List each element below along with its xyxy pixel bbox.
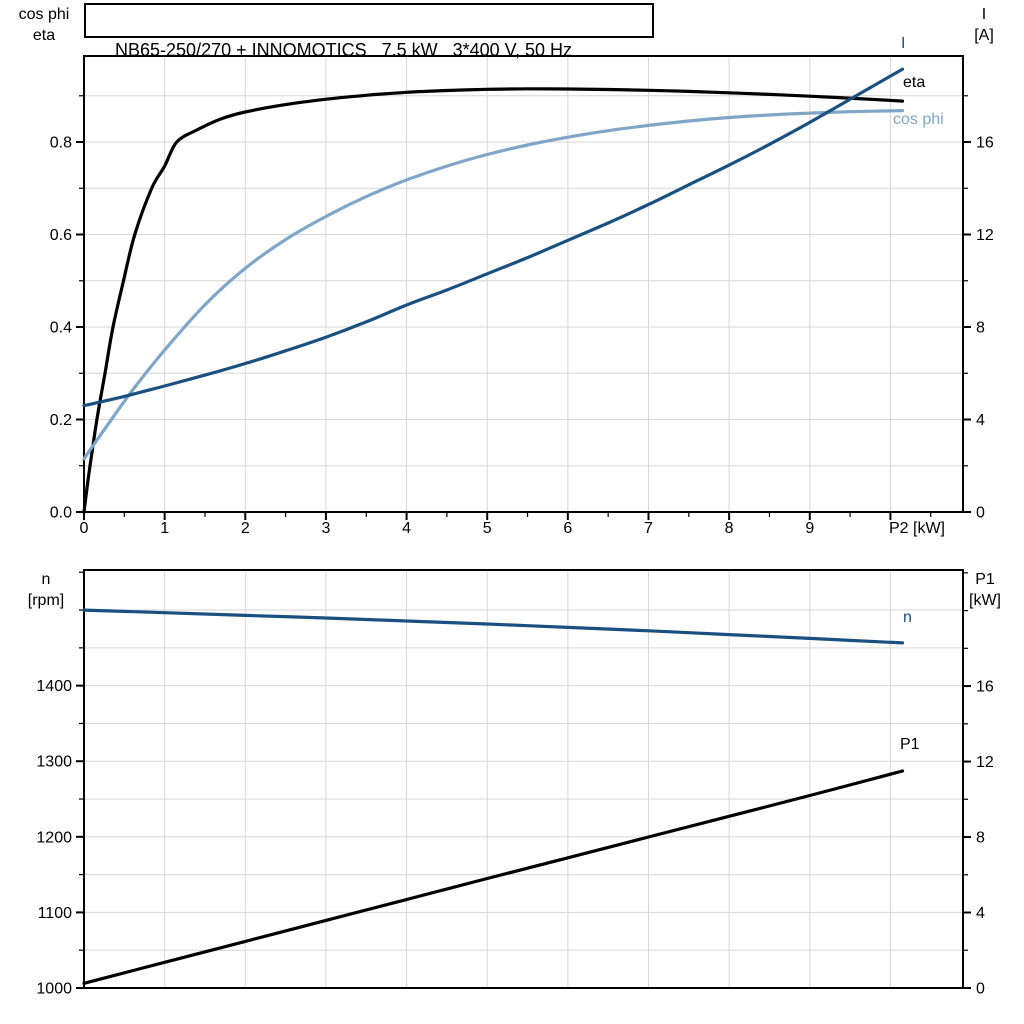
curve-eta xyxy=(82,87,905,514)
tick-label: 12 xyxy=(976,754,994,771)
tick-label: 0 xyxy=(976,981,985,998)
tick-label: 0.2 xyxy=(50,412,72,429)
curve-n xyxy=(82,608,905,645)
tick-label: 0.6 xyxy=(50,227,72,244)
tick-label: 0 xyxy=(976,505,985,522)
tick-label: 6 xyxy=(563,520,572,537)
curve-P1 xyxy=(82,769,905,985)
bottom-left-axis-title: n [rpm] xyxy=(8,569,84,611)
chart-title-box: NB65-250/270 + INNOMOTICS 7.5 kW 3*400 V… xyxy=(84,3,654,60)
tick-label: 16 xyxy=(976,135,994,152)
tick-label: 8 xyxy=(725,520,734,537)
axis-title-eta: eta xyxy=(32,27,56,44)
tick-label: 2 xyxy=(241,520,250,537)
chart-1-series xyxy=(82,608,905,985)
tick-label: 1000 xyxy=(36,981,72,998)
axis-title-current: I xyxy=(981,6,987,23)
tick-label: 1100 xyxy=(38,905,73,922)
tick-label: 0.0 xyxy=(50,505,72,522)
tick-label: 4 xyxy=(976,905,985,922)
chart-1-ticks: 1000 1100 1200 1300 1400 0 4 8 12 16 xyxy=(36,571,994,998)
tick-label: 1400 xyxy=(36,678,72,695)
curve-I xyxy=(82,67,905,408)
tick-label: 8 xyxy=(976,830,985,847)
axis-title-current-unit: [A] xyxy=(974,27,994,44)
tick-label: 0 xyxy=(80,520,89,537)
x-axis-title: P2 [kW] xyxy=(889,520,945,537)
top-left-axis-title: cos phi eta xyxy=(8,4,80,46)
tick-label: 9 xyxy=(805,520,814,537)
tick-label: 16 xyxy=(976,679,994,696)
tick-label: 0.4 xyxy=(50,320,72,337)
axis-title-speed-unit: [rpm] xyxy=(27,592,65,609)
tick-label: 1200 xyxy=(36,829,72,846)
tick-label: 5 xyxy=(483,520,492,537)
curve-cos-phi xyxy=(82,109,905,461)
axis-title-speed: n xyxy=(41,571,51,588)
axis-title-p1-unit: [kW] xyxy=(969,592,1001,609)
chart-1-frame xyxy=(83,569,964,989)
bottom-right-axis-title: P1 [kW] xyxy=(953,569,1017,611)
tick-label: 4 xyxy=(976,412,985,429)
tick-label: 1 xyxy=(160,520,169,537)
chart-title: NB65-250/270 + INNOMOTICS 7.5 kW 3*400 V… xyxy=(115,40,573,60)
tick-label: 7 xyxy=(644,520,653,537)
chart-0-series xyxy=(82,67,905,514)
top-right-axis-title: I [A] xyxy=(952,4,1016,46)
tick-label: 0.8 xyxy=(50,135,72,152)
tick-label: 8 xyxy=(976,320,985,337)
tick-label: 3 xyxy=(321,520,330,537)
tick-label: 1300 xyxy=(36,754,72,771)
chart-0-frame xyxy=(83,55,964,513)
axis-title-cos-phi: cos phi xyxy=(18,6,70,23)
chart-1-gridlines xyxy=(85,571,962,987)
tick-label: 12 xyxy=(976,227,994,244)
chart-0-gridlines xyxy=(85,57,962,511)
axis-title-p1: P1 xyxy=(975,571,995,588)
tick-label: 4 xyxy=(402,520,411,537)
